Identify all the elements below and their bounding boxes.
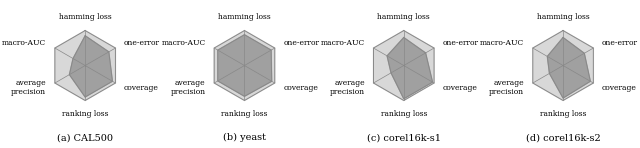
Text: hamming loss: hamming loss bbox=[378, 13, 430, 21]
Text: average
precision: average precision bbox=[170, 79, 205, 96]
Text: hamming loss: hamming loss bbox=[218, 13, 271, 21]
Title: (a) CAL500: (a) CAL500 bbox=[57, 133, 113, 142]
Text: coverage: coverage bbox=[124, 84, 159, 92]
Title: (b) yeast: (b) yeast bbox=[223, 133, 266, 142]
Title: (d) corel16k-s2: (d) corel16k-s2 bbox=[525, 133, 600, 142]
Text: average
precision: average precision bbox=[330, 79, 365, 96]
Text: macro-AUC: macro-AUC bbox=[2, 39, 46, 47]
Polygon shape bbox=[69, 36, 113, 97]
Polygon shape bbox=[533, 31, 593, 100]
Polygon shape bbox=[547, 38, 590, 98]
Polygon shape bbox=[55, 31, 115, 100]
Text: coverage: coverage bbox=[602, 84, 637, 92]
Text: one-error: one-error bbox=[124, 39, 160, 47]
Text: macro-AUC: macro-AUC bbox=[161, 39, 205, 47]
Polygon shape bbox=[374, 31, 434, 100]
Text: average
precision: average precision bbox=[11, 79, 46, 96]
Polygon shape bbox=[387, 38, 433, 99]
Text: one-error: one-error bbox=[443, 39, 479, 47]
Text: coverage: coverage bbox=[284, 84, 318, 92]
Text: hamming loss: hamming loss bbox=[59, 13, 111, 21]
Text: macro-AUC: macro-AUC bbox=[321, 39, 365, 47]
Polygon shape bbox=[214, 31, 275, 100]
Text: macro-AUC: macro-AUC bbox=[480, 39, 524, 47]
Text: ranking loss: ranking loss bbox=[381, 110, 427, 118]
Text: ranking loss: ranking loss bbox=[540, 110, 586, 118]
Text: coverage: coverage bbox=[443, 84, 477, 92]
Text: ranking loss: ranking loss bbox=[62, 110, 108, 118]
Title: (c) corel16k-s1: (c) corel16k-s1 bbox=[367, 133, 441, 142]
Text: one-error: one-error bbox=[602, 39, 638, 47]
Text: ranking loss: ranking loss bbox=[221, 110, 268, 118]
Text: average
precision: average precision bbox=[489, 79, 524, 96]
Text: hamming loss: hamming loss bbox=[537, 13, 589, 21]
Polygon shape bbox=[218, 35, 272, 96]
Text: one-error: one-error bbox=[284, 39, 319, 47]
